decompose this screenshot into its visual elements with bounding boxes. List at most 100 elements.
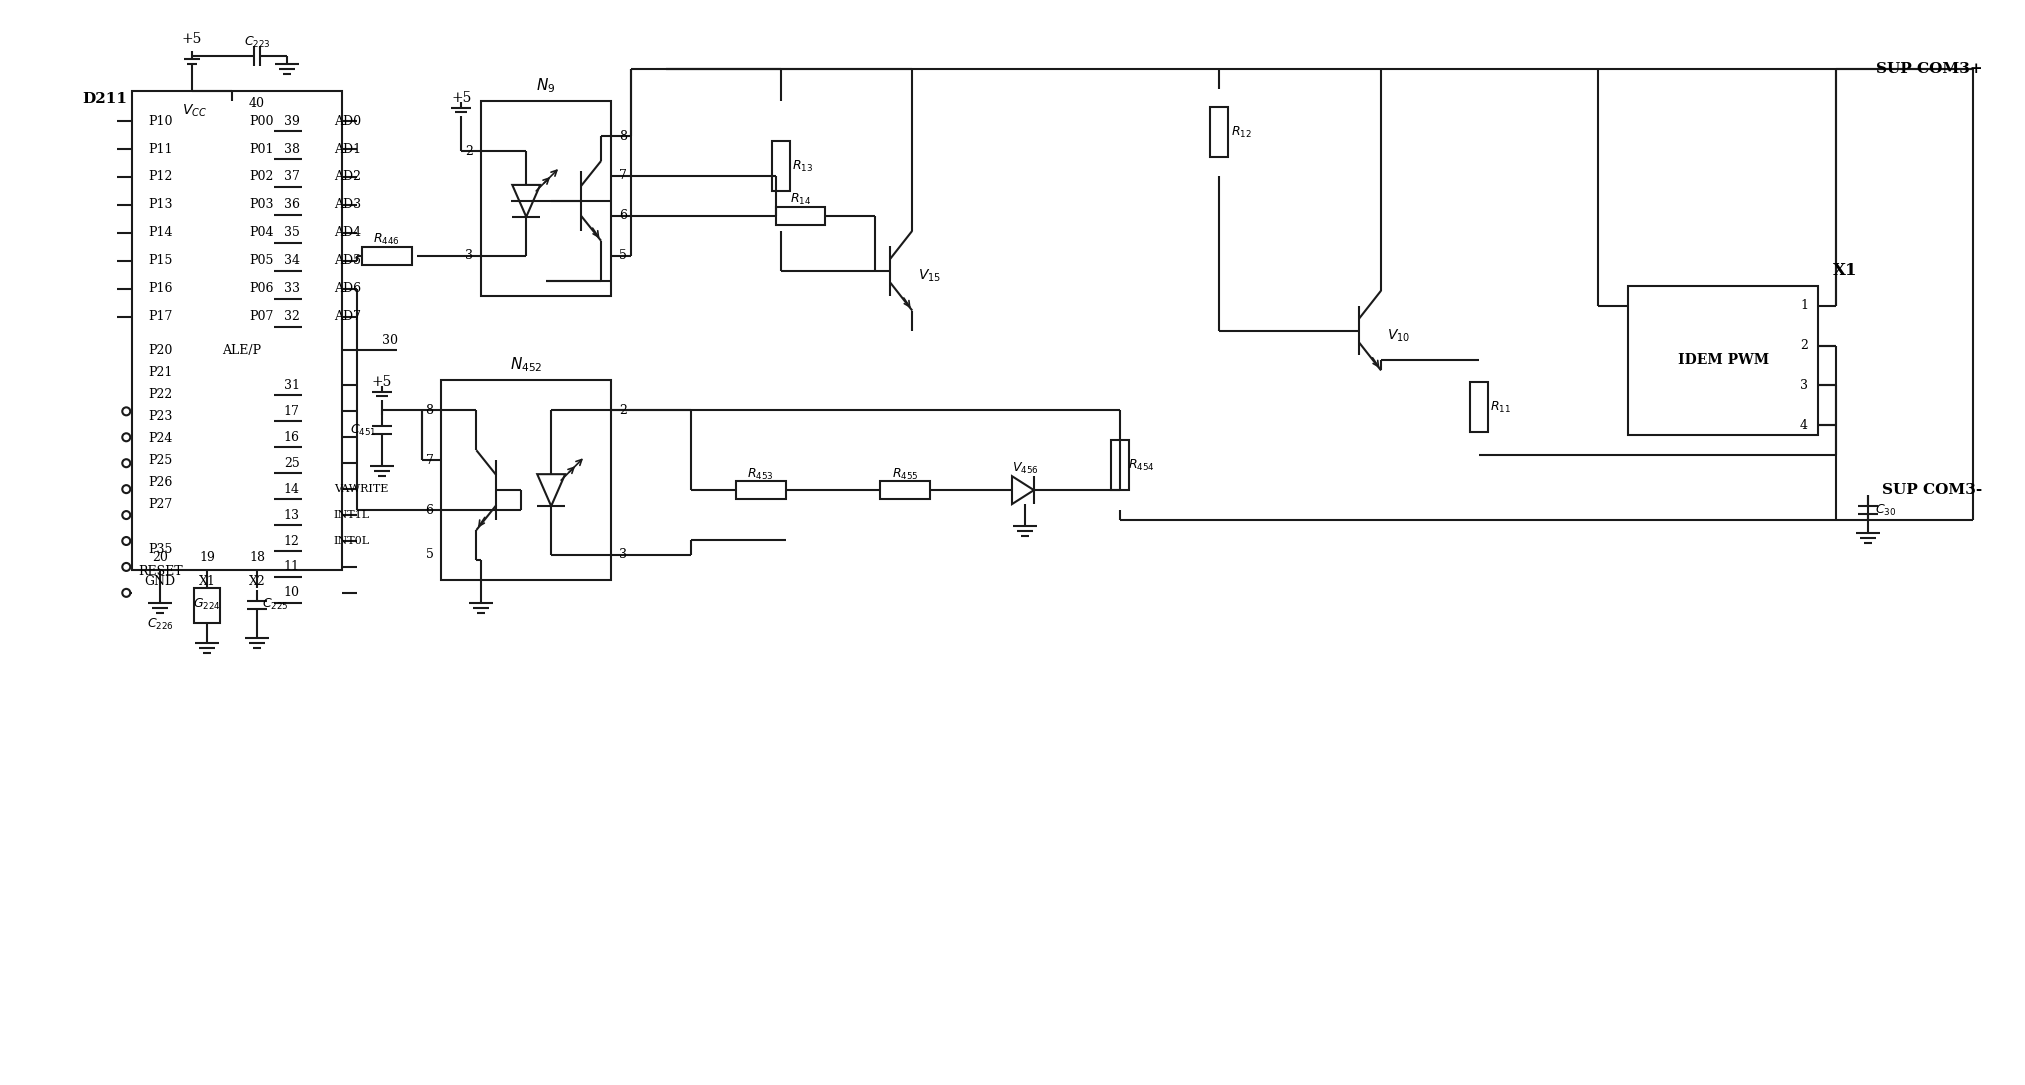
Text: 11: 11 — [284, 561, 300, 574]
Text: P22: P22 — [148, 387, 172, 400]
Text: $R_{12}$: $R_{12}$ — [1231, 125, 1251, 140]
Text: 4: 4 — [1800, 419, 1808, 432]
Text: $R_{453}$: $R_{453}$ — [747, 467, 774, 482]
Text: $R_{11}$: $R_{11}$ — [1490, 399, 1511, 414]
Text: 12: 12 — [284, 535, 300, 548]
Text: +5: +5 — [452, 91, 472, 105]
Text: P26: P26 — [148, 475, 172, 488]
Text: P24: P24 — [148, 432, 172, 445]
Text: 14: 14 — [284, 483, 300, 496]
Text: $V_{15}$: $V_{15}$ — [917, 268, 942, 284]
Text: P14: P14 — [148, 227, 172, 240]
Text: 38: 38 — [284, 142, 300, 155]
Text: 37: 37 — [284, 170, 300, 183]
Text: 33: 33 — [284, 282, 300, 295]
Text: P10: P10 — [148, 115, 172, 128]
Text: AD4: AD4 — [334, 227, 360, 240]
Text: P11: P11 — [148, 142, 172, 155]
Text: $C_{225}$: $C_{225}$ — [261, 597, 288, 612]
Text: +5: +5 — [182, 33, 203, 47]
Text: GND: GND — [144, 575, 176, 588]
Text: P27: P27 — [148, 498, 172, 511]
Text: 19: 19 — [198, 551, 215, 564]
Bar — [735, 481, 786, 499]
Text: 17: 17 — [284, 405, 300, 418]
Bar — [441, 381, 612, 579]
Bar — [362, 246, 411, 265]
Bar — [1112, 441, 1128, 490]
Text: SUP COM3-: SUP COM3- — [1883, 483, 1982, 497]
Text: 5: 5 — [425, 549, 433, 561]
Text: P20: P20 — [148, 344, 172, 357]
Text: 7: 7 — [425, 454, 433, 467]
Text: P12: P12 — [148, 170, 172, 183]
Bar — [1211, 107, 1229, 157]
Text: P04: P04 — [249, 227, 273, 240]
Text: $R_{454}$: $R_{454}$ — [1128, 458, 1154, 473]
Text: 30: 30 — [381, 334, 397, 347]
Text: X1: X1 — [198, 575, 215, 588]
Text: P05: P05 — [249, 254, 273, 267]
Text: AD0: AD0 — [334, 115, 360, 128]
Bar — [194, 588, 221, 623]
Text: 36: 36 — [284, 199, 300, 212]
Text: RESET: RESET — [138, 565, 182, 578]
Text: P03: P03 — [249, 199, 273, 212]
Bar — [1628, 285, 1818, 435]
Text: 34: 34 — [284, 254, 300, 267]
Text: ALE/P: ALE/P — [223, 344, 261, 357]
Text: +5: +5 — [371, 375, 391, 390]
Text: P00: P00 — [249, 115, 273, 128]
Text: AD2: AD2 — [334, 170, 360, 183]
Text: $C_{226}$: $C_{226}$ — [146, 617, 174, 633]
Text: $N_9$: $N_9$ — [537, 76, 557, 94]
Text: 31: 31 — [284, 379, 300, 392]
Text: P25: P25 — [148, 454, 172, 467]
Text: 32: 32 — [284, 310, 300, 323]
Text: P06: P06 — [249, 282, 273, 295]
Bar — [772, 141, 790, 191]
Text: 5: 5 — [620, 250, 628, 263]
Text: 10: 10 — [284, 586, 300, 599]
Text: IDEM PWM: IDEM PWM — [1677, 354, 1768, 368]
Text: AD1: AD1 — [334, 142, 360, 155]
Text: INT1L: INT1L — [334, 510, 371, 520]
Text: $R_{14}$: $R_{14}$ — [790, 192, 812, 207]
Text: P07: P07 — [249, 310, 273, 323]
Text: $C_{223}$: $C_{223}$ — [243, 35, 269, 50]
Text: 2: 2 — [466, 144, 474, 157]
Text: 8: 8 — [425, 404, 433, 417]
Text: AD6: AD6 — [334, 282, 360, 295]
Text: $V_{10}$: $V_{10}$ — [1387, 328, 1409, 344]
Text: 8: 8 — [620, 129, 628, 142]
Text: D211: D211 — [83, 92, 128, 106]
Text: AD5: AD5 — [334, 254, 360, 267]
Bar — [881, 481, 929, 499]
Bar — [1470, 382, 1488, 432]
Text: VAWRITE: VAWRITE — [334, 484, 389, 494]
Text: 40: 40 — [249, 97, 265, 110]
Text: P35: P35 — [148, 544, 172, 557]
Bar — [482, 101, 612, 295]
Text: AD7: AD7 — [334, 310, 360, 323]
Text: 18: 18 — [249, 551, 265, 564]
Bar — [132, 91, 342, 570]
Text: $G_{224}$: $G_{224}$ — [192, 597, 221, 612]
Text: 39: 39 — [284, 115, 300, 128]
Text: INT0L: INT0L — [334, 536, 371, 546]
Text: 35: 35 — [284, 227, 300, 240]
Text: 6: 6 — [425, 503, 433, 516]
Text: 1: 1 — [1800, 299, 1808, 312]
Text: P21: P21 — [148, 366, 172, 379]
Text: P02: P02 — [249, 170, 273, 183]
Text: 20: 20 — [152, 551, 168, 564]
Text: X2: X2 — [249, 575, 265, 588]
Text: $V_{456}$: $V_{456}$ — [1012, 461, 1039, 475]
Text: P15: P15 — [148, 254, 172, 267]
Text: 13: 13 — [284, 509, 300, 522]
Text: SUP COM3+: SUP COM3+ — [1875, 62, 1982, 76]
Text: X1: X1 — [1833, 263, 1857, 279]
Text: 3: 3 — [466, 250, 474, 263]
Text: 16: 16 — [284, 431, 300, 444]
Text: $R_{455}$: $R_{455}$ — [891, 467, 919, 482]
